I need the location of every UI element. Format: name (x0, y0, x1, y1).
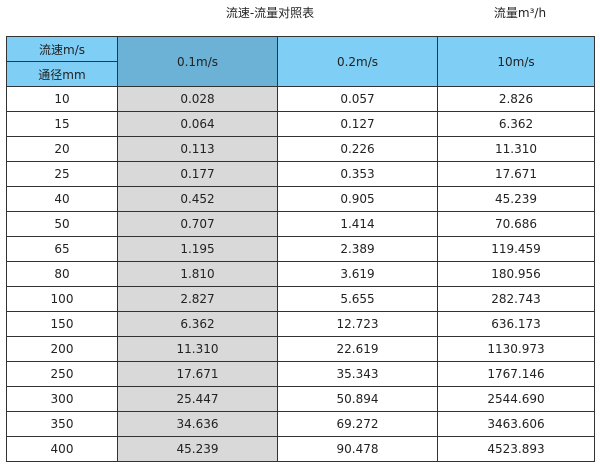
flow-cell: 1.810 (117, 261, 278, 287)
flow-cell: 2.826 (437, 86, 595, 112)
flow-cell: 35.343 (277, 361, 438, 387)
table-row: 10 0.028 0.057 2.826 (6, 86, 595, 112)
flow-cell: 0.226 (277, 136, 438, 162)
flow-cell: 180.956 (437, 261, 595, 287)
flow-cell: 45.239 (437, 186, 595, 212)
flow-cell: 2.389 (277, 236, 438, 262)
table-row: 150 6.362 12.723 636.173 (6, 311, 595, 337)
table-row: 25 0.177 0.353 17.671 (6, 161, 595, 187)
flow-cell: 3.619 (277, 261, 438, 287)
table-row: 100 2.827 5.655 282.743 (6, 286, 595, 312)
flow-cell: 5.655 (277, 286, 438, 312)
flow-cell: 69.272 (277, 411, 438, 437)
diameter-cell: 200 (6, 336, 118, 362)
flow-cell: 70.686 (437, 211, 595, 237)
diameter-cell: 10 (6, 86, 118, 112)
table-row: 50 0.707 1.414 70.686 (6, 211, 595, 237)
flow-cell: 0.057 (277, 86, 438, 112)
flow-cell: 0.452 (117, 186, 278, 212)
flow-cell: 50.894 (277, 386, 438, 412)
flow-table: 流速m/s 0.1m/s 0.2m/s 10m/s 通径mm 10 0.028 0.… (6, 36, 595, 462)
flow-cell: 12.723 (277, 311, 438, 337)
header-velocity-label: 流速m/s (6, 36, 118, 62)
flow-cell: 0.707 (117, 211, 278, 237)
flow-cell: 17.671 (117, 361, 278, 387)
diameter-cell: 250 (6, 361, 118, 387)
flow-cell: 282.743 (437, 286, 595, 312)
flow-cell: 636.173 (437, 311, 595, 337)
flow-cell: 2544.690 (437, 386, 595, 412)
flow-cell: 0.177 (117, 161, 278, 187)
column-header: 0.1m/s (117, 36, 278, 87)
flow-cell: 25.447 (117, 386, 278, 412)
header-diameter-label: 通径mm (6, 61, 118, 87)
table-row: 400 45.239 90.478 4523.893 (6, 436, 595, 462)
diameter-cell: 15 (6, 111, 118, 137)
flow-cell: 2.827 (117, 286, 278, 312)
flow-cell: 34.636 (117, 411, 278, 437)
table-row: 65 1.195 2.389 119.459 (6, 236, 595, 262)
flow-cell: 45.239 (117, 436, 278, 462)
diameter-cell: 65 (6, 236, 118, 262)
flow-cell: 11.310 (117, 336, 278, 362)
table-row: 300 25.447 50.894 2544.690 (6, 386, 595, 412)
flow-cell: 0.127 (277, 111, 438, 137)
flow-cell: 3463.606 (437, 411, 595, 437)
diameter-cell: 150 (6, 311, 118, 337)
diameter-cell: 400 (6, 436, 118, 462)
table-row: 80 1.810 3.619 180.956 (6, 261, 595, 287)
table-row: 250 17.671 35.343 1767.146 (6, 361, 595, 387)
diameter-cell: 100 (6, 286, 118, 312)
unit-label: 流量m³/h (493, 6, 547, 20)
flow-cell: 0.353 (277, 161, 438, 187)
flow-cell: 0.113 (117, 136, 278, 162)
flow-cell: 1767.146 (437, 361, 595, 387)
diameter-cell: 50 (6, 211, 118, 237)
table-row: 350 34.636 69.272 3463.606 (6, 411, 595, 437)
flow-cell: 22.619 (277, 336, 438, 362)
flow-cell: 4523.893 (437, 436, 595, 462)
diameter-cell: 40 (6, 186, 118, 212)
flow-cell: 1.414 (277, 211, 438, 237)
flow-cell: 90.478 (277, 436, 438, 462)
flow-cell: 17.671 (437, 161, 595, 187)
flow-cell: 0.028 (117, 86, 278, 112)
flow-cell: 0.905 (277, 186, 438, 212)
flow-cell: 1.195 (117, 236, 278, 262)
column-header: 0.2m/s (277, 36, 438, 87)
table-row: 40 0.452 0.905 45.239 (6, 186, 595, 212)
flow-cell: 6.362 (117, 311, 278, 337)
table-title: 流速-流量对照表 (225, 6, 315, 20)
flow-cell: 6.362 (437, 111, 595, 137)
diameter-cell: 300 (6, 386, 118, 412)
flow-cell: 0.064 (117, 111, 278, 137)
flow-cell: 119.459 (437, 236, 595, 262)
diameter-cell: 350 (6, 411, 118, 437)
table-row: 200 11.310 22.619 1130.973 (6, 336, 595, 362)
diameter-cell: 20 (6, 136, 118, 162)
column-header: 10m/s (437, 36, 595, 87)
diameter-cell: 80 (6, 261, 118, 287)
diameter-cell: 25 (6, 161, 118, 187)
flow-cell: 1130.973 (437, 336, 595, 362)
table-row: 15 0.064 0.127 6.362 (6, 111, 595, 137)
flow-cell: 11.310 (437, 136, 595, 162)
table-row: 20 0.113 0.226 11.310 (6, 136, 595, 162)
